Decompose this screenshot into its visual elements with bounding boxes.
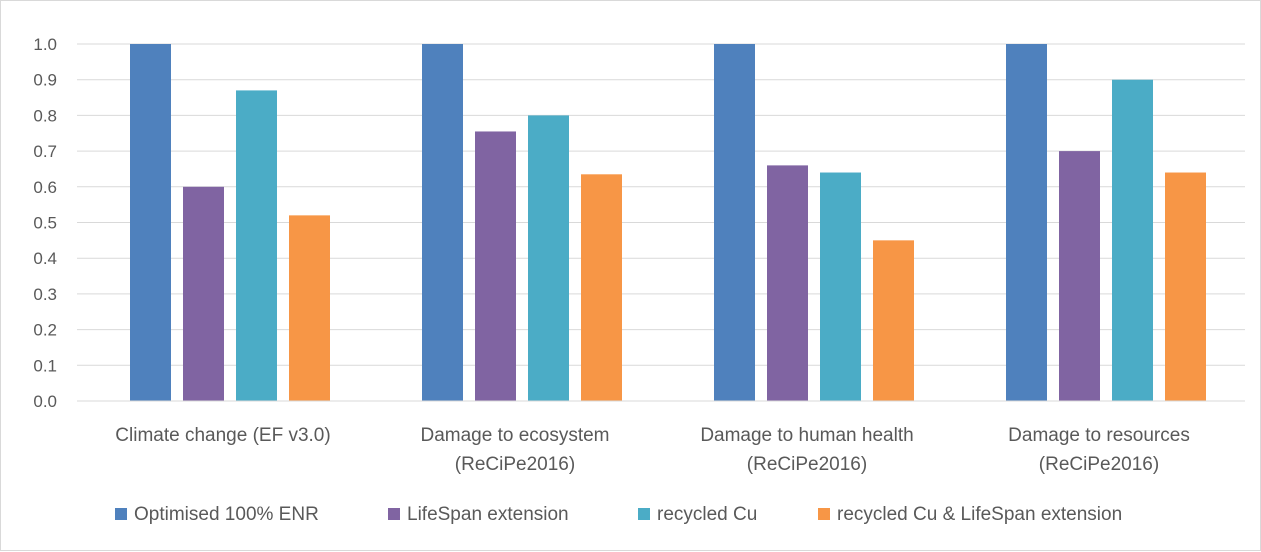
y-tick-label: 0.7 [33,142,57,161]
bar [1059,151,1100,401]
y-tick-label: 0.0 [33,392,57,411]
x-category-label: (ReCiPe2016) [455,454,575,475]
y-tick-label: 0.3 [33,285,57,304]
x-category-label: Damage to ecosystem [420,425,609,446]
legend-label: Optimised 100% ENR [134,504,319,525]
legend-label: LifeSpan extension [407,504,569,525]
bar [528,115,569,402]
bar [1165,172,1206,401]
legend-label: recycled Cu & LifeSpan extension [837,504,1122,525]
bar [767,165,808,401]
bar [236,90,277,401]
bar [130,44,171,401]
y-tick-label: 0.5 [33,214,57,233]
bar [289,215,330,401]
bar [475,131,516,401]
legend-label: recycled Cu [657,504,757,525]
x-category-label: Climate change (EF v3.0) [115,425,330,446]
y-tick-label: 1.0 [33,35,57,54]
x-category-label: (ReCiPe2016) [1039,454,1159,475]
bar [1006,44,1047,401]
y-tick-label: 0.8 [33,106,57,125]
legend-swatch [388,508,400,520]
bar [183,186,224,401]
x-category-label: Damage to human health [700,425,913,446]
legend-swatch [638,508,650,520]
legend-swatch [115,508,127,520]
legend-swatch [818,508,830,520]
bar [714,44,755,401]
x-category-label: Damage to resources [1008,425,1190,446]
x-category-label: (ReCiPe2016) [747,454,867,475]
y-tick-label: 0.1 [33,356,57,375]
bar [581,174,622,401]
y-tick-label: 0.2 [33,321,57,340]
y-tick-label: 0.9 [33,71,57,90]
bar [873,240,914,401]
y-tick-label: 0.6 [33,178,57,197]
bar [422,44,463,401]
y-tick-label: 0.4 [33,249,57,268]
bar [1112,79,1153,401]
bar [820,172,861,401]
